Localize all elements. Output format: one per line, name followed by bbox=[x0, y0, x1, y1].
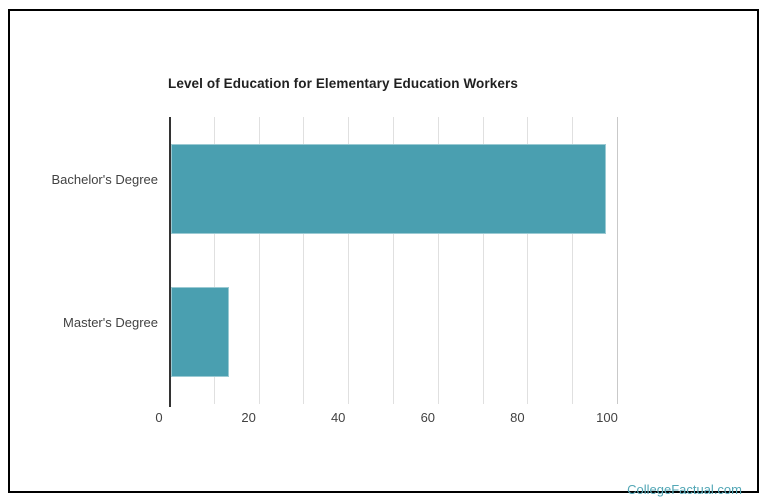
x-tick-label: 20 bbox=[241, 410, 256, 425]
bar-master-s-degree bbox=[171, 287, 230, 378]
gridline bbox=[572, 117, 574, 404]
gridline bbox=[393, 117, 394, 404]
gridline bbox=[482, 117, 484, 404]
gridline bbox=[437, 117, 439, 404]
category-label: Bachelor's Degree bbox=[51, 171, 158, 187]
x-tick-label: 0 bbox=[155, 410, 163, 425]
chart-title: Level of Education for Elementary Educat… bbox=[168, 76, 518, 91]
gridline bbox=[617, 117, 618, 404]
watermark-link[interactable]: CollegeFactual.com bbox=[627, 482, 742, 497]
y-axis-line bbox=[169, 117, 171, 407]
x-tick-label: 100 bbox=[596, 410, 618, 425]
plot-area bbox=[169, 117, 639, 407]
gridline bbox=[303, 117, 305, 404]
gridline bbox=[527, 117, 529, 404]
gridline bbox=[213, 117, 215, 404]
x-tick-label: 40 bbox=[330, 410, 346, 425]
chart-frame: Level of Education for Elementary Educat… bbox=[8, 9, 759, 497]
x-tick-label: 80 bbox=[510, 410, 525, 425]
bar-bachelor-s-degree bbox=[171, 143, 606, 234]
category-label: Master's Degree bbox=[63, 315, 158, 331]
x-tick-label: 60 bbox=[420, 410, 436, 425]
gridline bbox=[258, 117, 260, 404]
gridline bbox=[348, 117, 350, 404]
